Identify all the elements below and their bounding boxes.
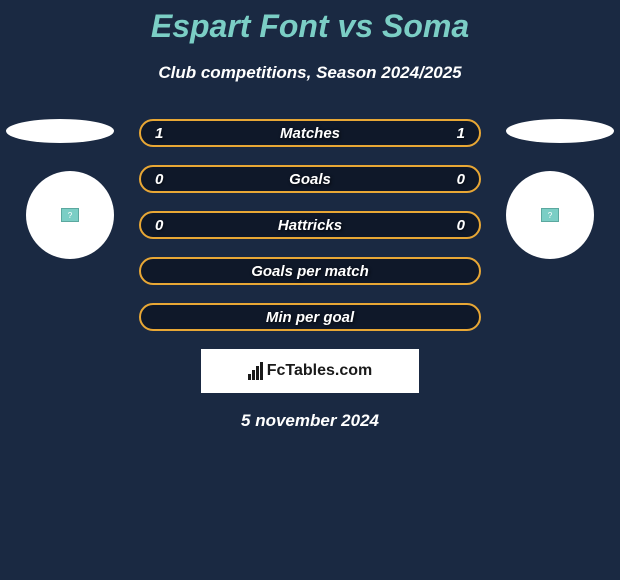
stat-label: Matches [280,125,340,142]
right-team-badge: ? [506,171,594,259]
stat-label: Goals per match [251,263,369,280]
stat-label: Goals [289,171,331,188]
stats-section: 1 Matches 1 0 Goals 0 0 Hattricks 0 Goal… [139,119,481,331]
stat-row-goals: 0 Goals 0 [139,165,481,193]
stat-left-value: 1 [155,125,175,142]
date-text: 5 november 2024 [0,411,620,431]
logo-content: FcTables.com [248,362,373,380]
right-ellipse-decoration [506,119,614,143]
chart-bars-icon [248,362,263,380]
logo-box[interactable]: FcTables.com [201,349,419,393]
stat-right-value: 0 [445,171,465,188]
stat-label: Hattricks [278,217,342,234]
page-title: Espart Font vs Soma [0,8,620,45]
stat-row-goals-per-match: Goals per match [139,257,481,285]
logo-text: FcTables.com [267,362,373,380]
placeholder-icon: ? [61,208,79,222]
subtitle: Club competitions, Season 2024/2025 [0,63,620,83]
stat-right-value: 1 [445,125,465,142]
stat-label: Min per goal [266,309,354,326]
placeholder-icon: ? [541,208,559,222]
stat-left-value: 0 [155,217,175,234]
main-content: ? ? 1 Matches 1 0 Goals 0 0 Hattricks 0 [0,119,620,431]
stat-left-value: 0 [155,171,175,188]
left-team-badge: ? [26,171,114,259]
stat-row-hattricks: 0 Hattricks 0 [139,211,481,239]
stat-right-value: 0 [445,217,465,234]
main-container: Espart Font vs Soma Club competitions, S… [0,0,620,431]
stat-row-matches: 1 Matches 1 [139,119,481,147]
stat-row-min-per-goal: Min per goal [139,303,481,331]
left-ellipse-decoration [6,119,114,143]
